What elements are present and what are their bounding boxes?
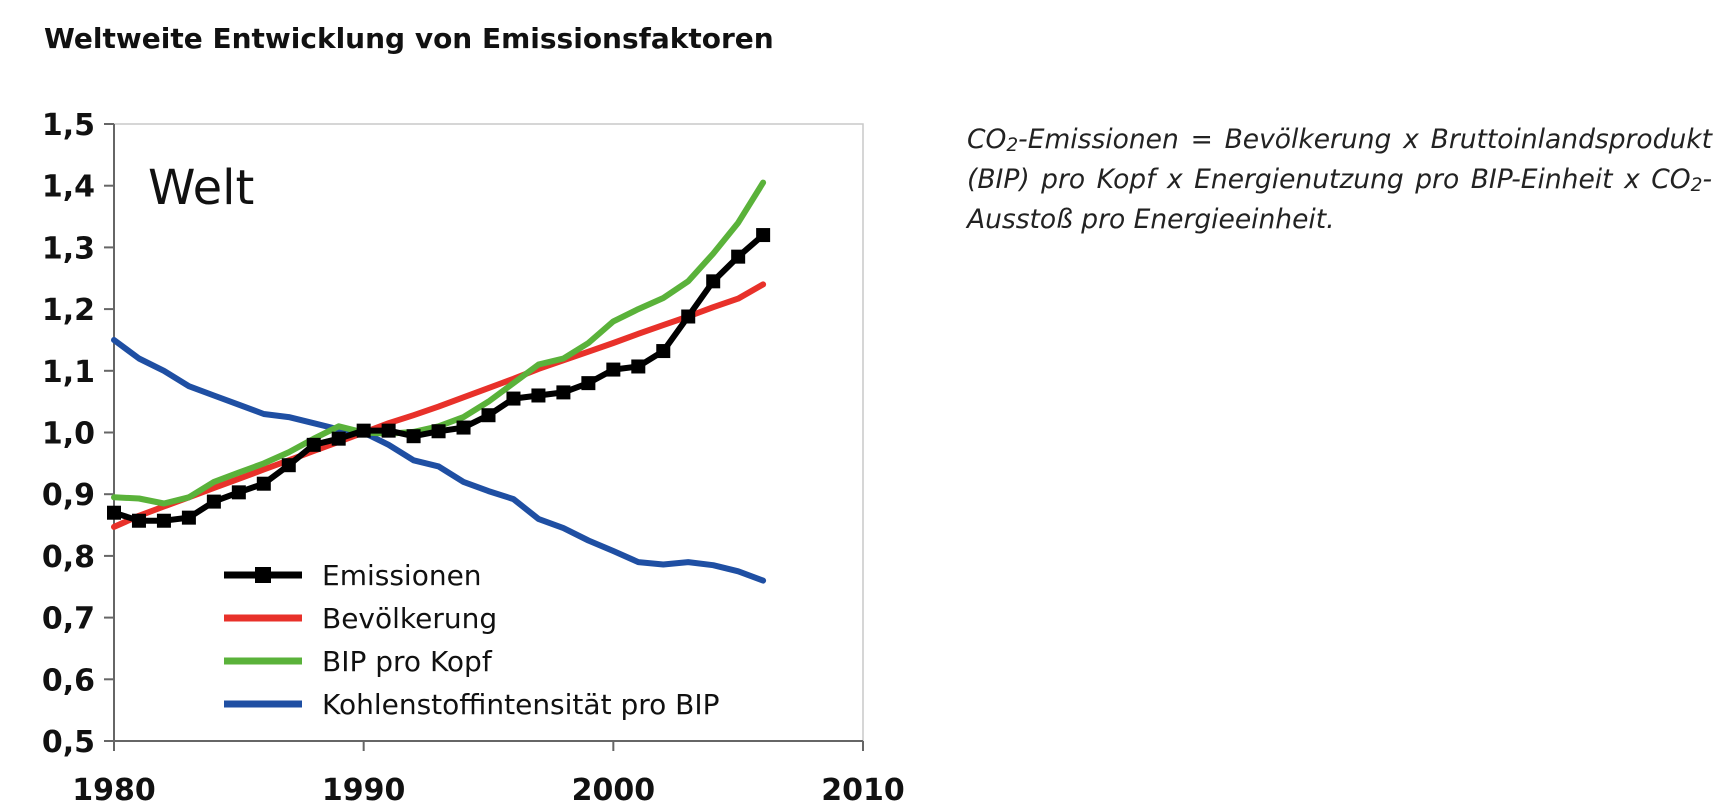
- y-tick-label: 0,9: [42, 478, 95, 513]
- series-lines: [107, 179, 771, 584]
- data-point-marker: [181, 510, 196, 525]
- legend: Emissionen Bevölkerung BIP pro Kopf Kohlens…: [224, 559, 720, 721]
- data-point-marker: [706, 274, 721, 289]
- data-point-marker: [656, 344, 671, 359]
- data-point-marker: [431, 424, 446, 439]
- data-point-marker: [206, 494, 221, 509]
- data-point-marker: [731, 249, 746, 264]
- legend-label: Kohlenstoffintensität pro BIP: [322, 688, 720, 721]
- data-point-marker: [231, 485, 246, 500]
- data-point-marker: [406, 429, 421, 444]
- data-point-marker: [581, 376, 596, 391]
- formula-text-part: -Ausstoß pro Energieeinheit.: [967, 164, 1712, 235]
- series-line-0: [111, 232, 767, 524]
- data-point-marker: [356, 423, 371, 438]
- data-point-marker: [681, 309, 696, 324]
- y-tick-label: 0,6: [42, 663, 95, 698]
- data-point-marker: [556, 385, 571, 400]
- y-tick-label: 1,0: [42, 417, 95, 452]
- y-tick-label: 1,4: [42, 170, 95, 205]
- chart-title: Welt: [148, 160, 254, 216]
- data-point-marker: [381, 423, 396, 438]
- y-tick-label: 0,7: [42, 602, 95, 637]
- data-point-marker: [481, 408, 496, 423]
- formula-subscript: 2: [1690, 175, 1703, 196]
- data-point-marker: [531, 388, 546, 403]
- series-line-1: [111, 281, 767, 530]
- legend-label: BIP pro Kopf: [322, 645, 493, 678]
- y-tick-label: 1,1: [42, 355, 95, 390]
- y-tick-label: 1,3: [42, 231, 95, 266]
- data-point-marker: [281, 458, 296, 473]
- formula-subscript: 2: [1006, 135, 1019, 156]
- formula-annotation: CO2-Emissionen = Bevölkerung x Bruttoinl…: [967, 120, 1712, 240]
- y-tick-label: 0,8: [42, 540, 95, 575]
- page-title: Weltweite Entwicklung von Emissionsfakto…: [44, 22, 774, 55]
- y-tick-label: 1,5: [42, 108, 95, 143]
- data-point-marker: [631, 359, 646, 374]
- x-tick-label: 2010: [821, 773, 905, 807]
- series-line-3: [111, 337, 767, 584]
- legend-marker: [255, 567, 271, 583]
- data-point-marker: [506, 391, 521, 406]
- y-tick-label: 0,5: [42, 725, 95, 760]
- data-point-marker: [107, 505, 121, 520]
- data-point-marker: [456, 420, 471, 435]
- legend-label: Bevölkerung: [322, 602, 497, 635]
- y-tick-label: 1,2: [42, 293, 95, 328]
- axes: 0,5 0,6 0,7 0,8 0,9 1,0 1,1 1,2 1,3 1,4 1,5 1980 199…: [42, 108, 905, 807]
- data-point-marker: [331, 431, 346, 446]
- x-tick-label: 1990: [322, 773, 406, 807]
- formula-text-part: CO: [967, 124, 1007, 155]
- data-point-marker: [606, 362, 621, 377]
- x-tick-label: 1980: [72, 773, 156, 807]
- data-point-marker: [306, 437, 321, 452]
- legend-label: Emissionen: [322, 559, 482, 592]
- data-point-marker: [756, 228, 771, 243]
- data-point-marker: [156, 513, 171, 528]
- data-point-marker: [256, 476, 271, 491]
- x-tick-label: 2000: [572, 773, 656, 807]
- data-point-marker: [131, 513, 146, 528]
- formula-text-part: -Emissionen = Bevölkerung x Bruttoinland…: [967, 124, 1712, 195]
